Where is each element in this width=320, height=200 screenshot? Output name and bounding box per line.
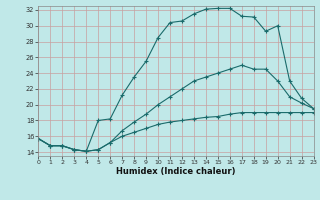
X-axis label: Humidex (Indice chaleur): Humidex (Indice chaleur) [116,167,236,176]
